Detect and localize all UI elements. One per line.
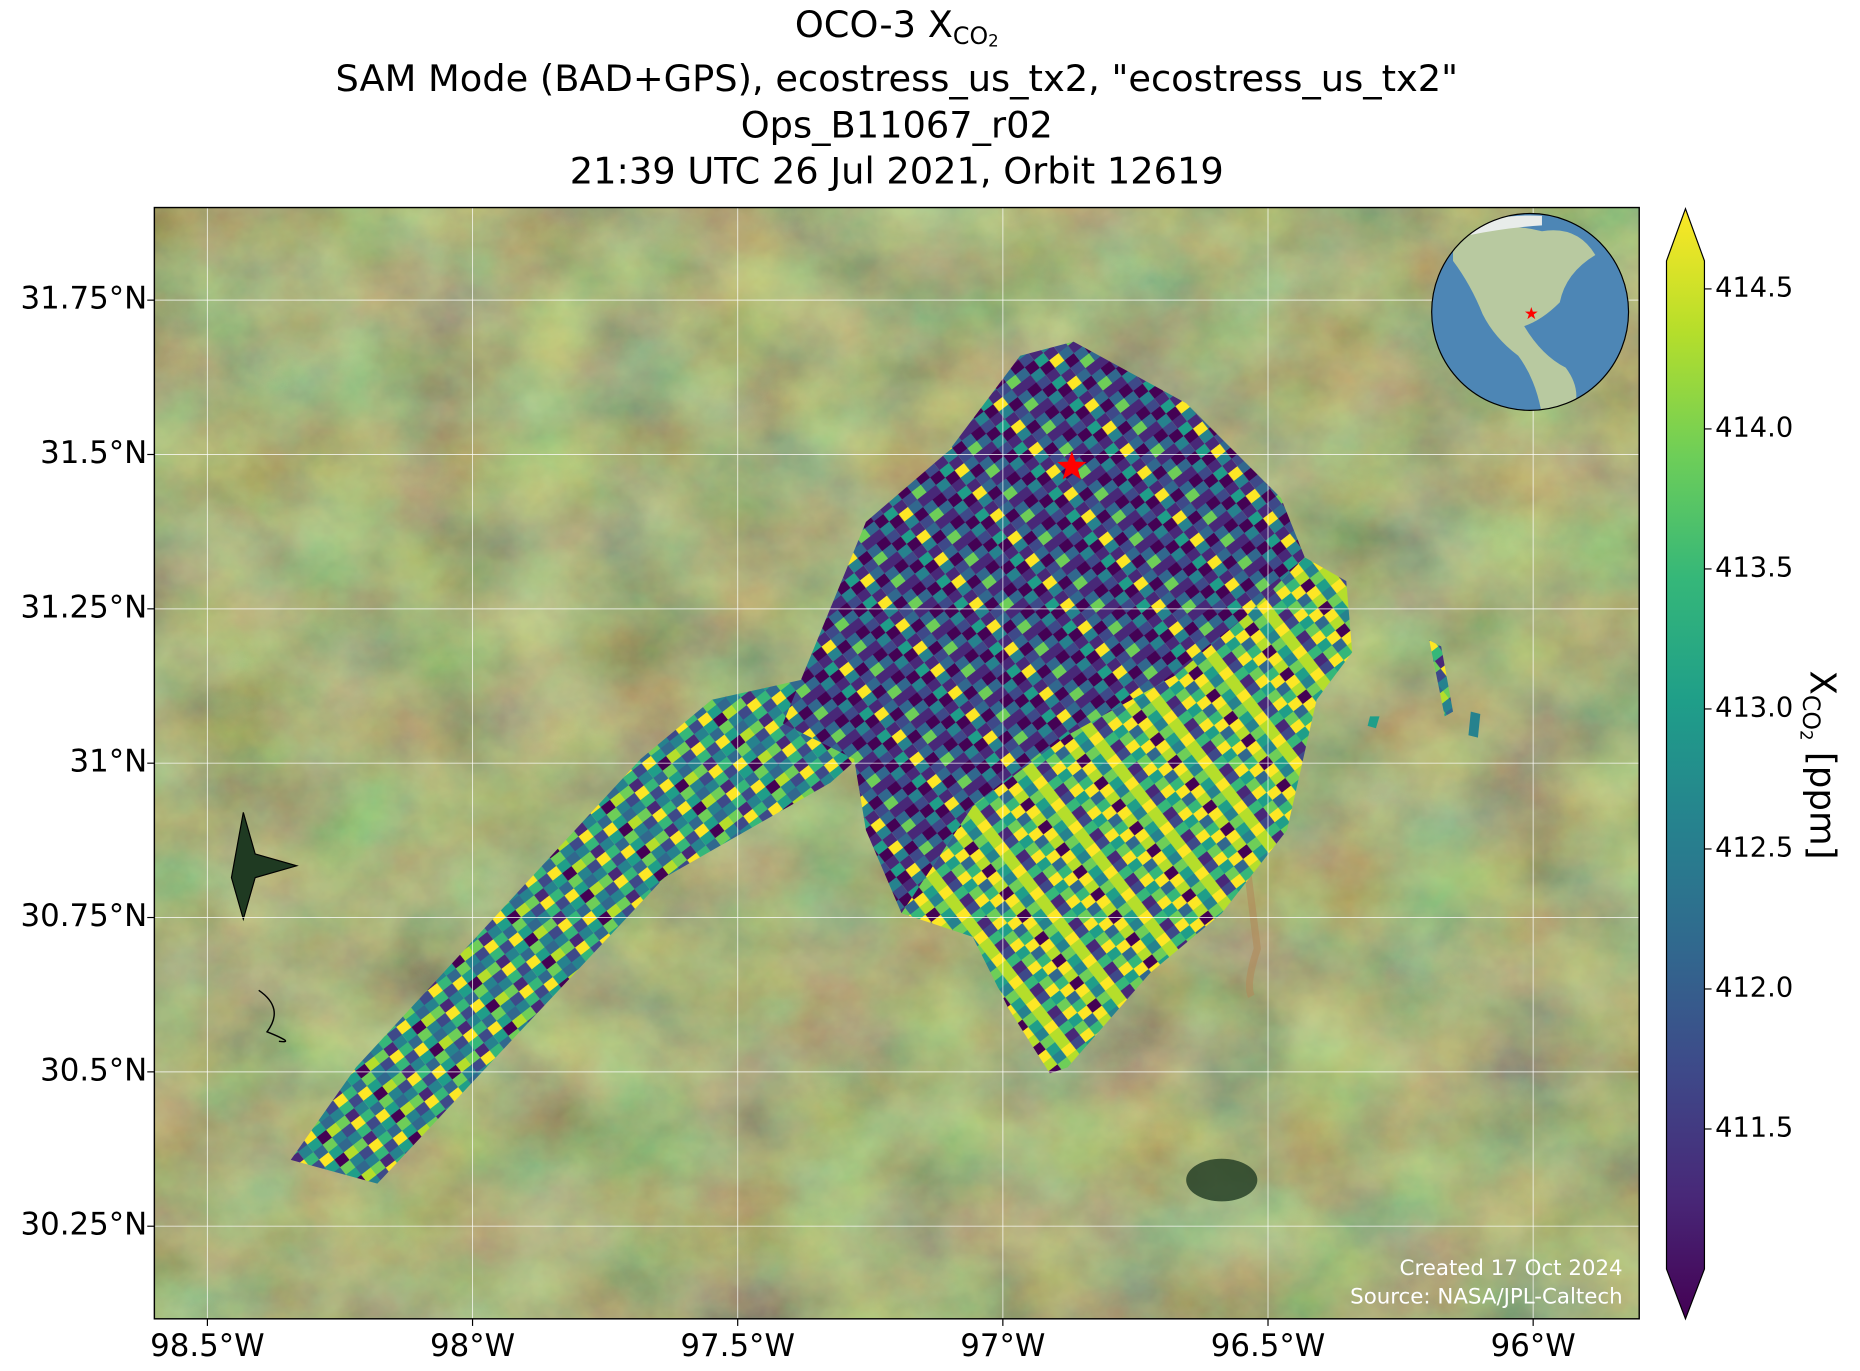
colorbar-tick-label: 413.0	[1715, 692, 1793, 723]
map-area: ★ Created 17 Oct 2024 Source: NASA/JPL-C…	[154, 207, 1640, 1319]
subtitle: Ops_B11067_r02	[741, 103, 1053, 146]
colorbar-tick-label: 413.5	[1715, 552, 1793, 583]
x-tick-label: 96.5°W	[1211, 1328, 1326, 1364]
lake	[1186, 1158, 1258, 1202]
swath	[901, 557, 1353, 1074]
swath	[1367, 716, 1380, 729]
globe-inset: ★	[1431, 212, 1630, 411]
cbar-label-main: X	[1802, 670, 1843, 694]
cbar-label-unit: [ppm]	[1802, 741, 1843, 860]
y-tick-label: 31.5°N	[40, 435, 147, 471]
site-layer	[1057, 451, 1087, 480]
river	[258, 989, 287, 1043]
title-block: OCO-3 XCO2 SAM Mode (BAD+GPS), ecostress…	[336, 3, 1459, 193]
colorbar-tick-label: 412.5	[1715, 832, 1793, 863]
swath	[1429, 640, 1454, 717]
swath	[782, 341, 1305, 914]
globe-ice	[1464, 215, 1542, 235]
cbar-label-subsub: 2	[1797, 730, 1816, 741]
y-tick-label: 30.25°N	[21, 1207, 148, 1243]
lake	[230, 812, 299, 922]
colorbar-tick-label: 414.5	[1715, 272, 1793, 303]
credit: Source: NASA/JPL-Caltech	[1350, 1284, 1622, 1309]
colorbar-bar	[1665, 206, 1706, 1321]
colorbar-tick-label: 414.0	[1715, 412, 1793, 443]
globe-land	[1453, 226, 1596, 411]
globe-marker: ★	[1524, 304, 1539, 323]
x-tick-label: 98°W	[430, 1328, 515, 1364]
swath	[1468, 711, 1481, 738]
axes: 98.5°W 98°W 97.5°W 97°W 96.5°W 96°W 30.25°N 30.…	[21, 281, 1576, 1364]
colorbar: XCO2 [ppm] 411.5 412.0 412.5 413.0 413.5 414.…	[1665, 206, 1843, 1321]
globe-outline	[1431, 212, 1630, 411]
y-tick-label: 30.5°N	[40, 1052, 147, 1088]
y-tick-label: 30.75°N	[21, 898, 148, 934]
y-tick-label: 31.25°N	[21, 589, 148, 625]
x-tick-label: 97.5°W	[680, 1328, 795, 1364]
x-tick-label: 97°W	[960, 1328, 1045, 1364]
y-tick-label: 31.75°N	[21, 281, 148, 317]
credit: Created 17 Oct 2024	[1400, 1256, 1623, 1281]
x-tick-label: 96°W	[1491, 1328, 1576, 1364]
colorbar-tick-label: 411.5	[1715, 1112, 1793, 1143]
title: OCO-3 XCO2	[795, 3, 999, 50]
subtitle: 21:39 UTC 26 Jul 2021, Orbit 12619	[570, 150, 1224, 193]
subtitle: SAM Mode (BAD+GPS), ecostress_us_tx2, "e…	[336, 57, 1459, 100]
title-main: OCO-3 X	[795, 3, 953, 46]
colorbar-label: XCO2 [ppm]	[1797, 670, 1843, 859]
cbar-label-sub: CO	[1798, 695, 1826, 730]
site-marker	[1057, 451, 1087, 480]
colorbar-tick-label: 412.0	[1715, 972, 1793, 1003]
title-sub: CO	[953, 21, 988, 49]
x-tick-label: 98.5°W	[150, 1328, 265, 1364]
title-subsub: 2	[988, 31, 999, 50]
y-tick-label: 31°N	[70, 744, 148, 780]
